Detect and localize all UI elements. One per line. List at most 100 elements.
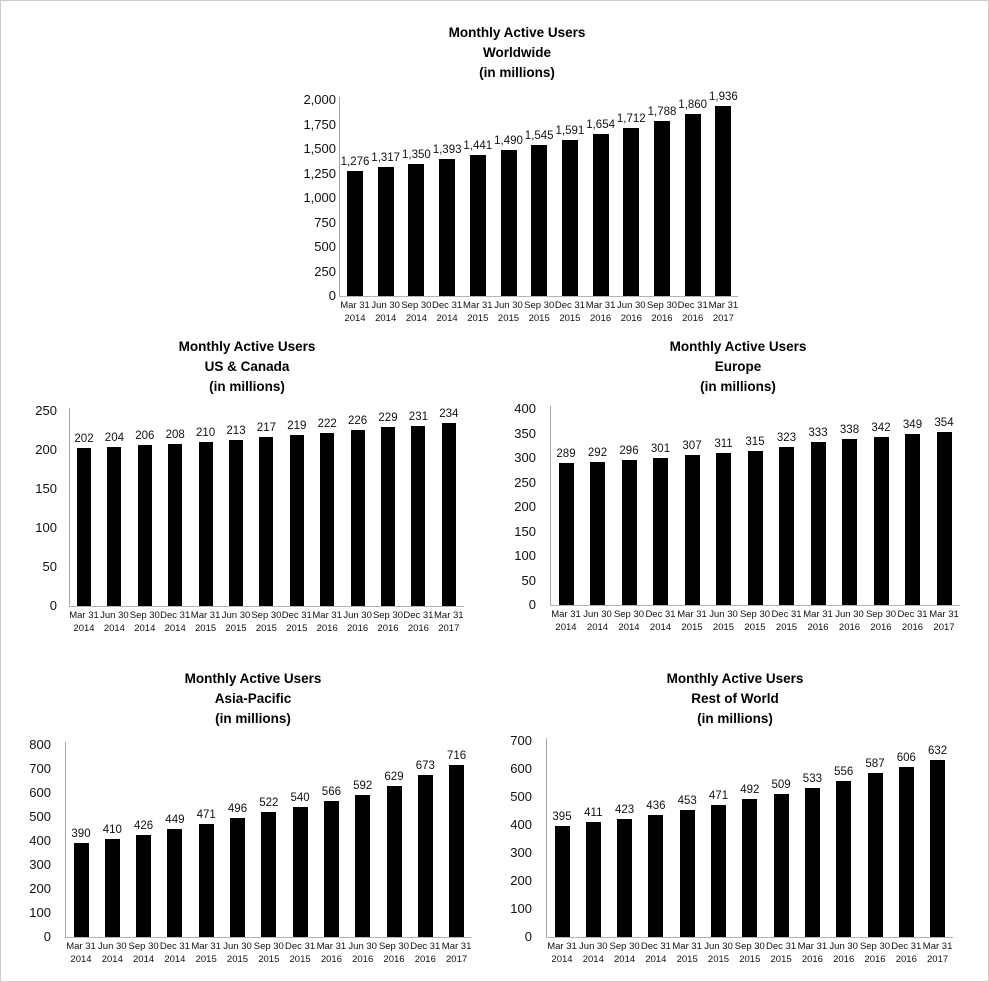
chart-title-line: (in millions)	[700, 379, 776, 394]
x-tick-label-date: Dec 31	[403, 610, 434, 621]
chart-title-line: Worldwide	[482, 45, 551, 60]
chart-title-line: Monthly Active Users	[184, 671, 322, 686]
y-tick-label: 350	[514, 425, 536, 441]
bar	[259, 437, 274, 606]
y-tick-label: 1,250	[303, 165, 336, 181]
x-tick-label-date: Dec 31	[281, 610, 312, 621]
x-tick-label-date: Jun 30	[583, 609, 612, 620]
x-tick-label-year: 2014	[436, 313, 458, 324]
bar-value-label: 301	[650, 443, 671, 455]
x-tick-label-year: 2015	[226, 954, 249, 965]
x-tick-label-date: Sep 30	[253, 941, 284, 952]
bar	[449, 765, 465, 937]
y-tick-label: 200	[29, 881, 51, 896]
bar	[742, 799, 758, 937]
bar-value-label: 592	[353, 780, 373, 792]
bar	[715, 106, 732, 296]
bar-value-label: 471	[196, 809, 216, 821]
x-tick-label-year: 2017	[712, 313, 734, 324]
x-tick-label-year: 2014	[164, 954, 186, 965]
x-tick-label-year: 2016	[407, 623, 429, 634]
y-tick-label: 750	[314, 214, 336, 230]
bar-value-label: 673	[415, 760, 435, 772]
chart-title-line: US & Canada	[204, 359, 290, 374]
bar	[417, 775, 433, 937]
bar	[292, 807, 308, 937]
bar-value-label: 206	[135, 430, 155, 442]
y-tick-label: 700	[29, 761, 51, 776]
bar-value-label: 349	[902, 419, 923, 431]
x-axis-line	[550, 605, 960, 606]
x-tick-label-date: Jun 30	[829, 941, 858, 952]
y-tick-label: 400	[29, 833, 51, 848]
x-axis-line	[546, 937, 953, 938]
x-tick-label-year: 2015	[681, 622, 703, 633]
bar-value-label: 323	[776, 432, 797, 444]
y-tick-label: 50	[521, 572, 536, 588]
bar-value-label: 395	[552, 811, 572, 823]
bar-value-label: 533	[802, 773, 822, 785]
x-tick-label-date: Sep 30	[251, 610, 282, 621]
x-tick-label-date: Mar 31	[929, 609, 959, 620]
x-tick-label-date: Mar 31	[797, 941, 828, 952]
x-tick-label-year: 2015	[195, 954, 217, 965]
x-tick-label-year: 2014	[614, 954, 636, 965]
bar	[198, 442, 213, 606]
chart-title: Monthly Active Users Europe (in millions…	[588, 337, 888, 397]
chart-title-line: (in millions)	[697, 711, 773, 726]
x-tick-label-date: Jun 30	[371, 300, 400, 311]
chart-title-line: Asia-Pacific	[214, 691, 292, 706]
chart-us-canada: Monthly Active Users US & Canada (in mil…	[11, 331, 481, 651]
bar	[842, 439, 857, 605]
bar	[168, 444, 183, 606]
x-tick-label-date: Jun 30	[348, 941, 377, 952]
x-tick-label-date: Mar 31	[551, 609, 581, 620]
x-tick-label-date: Mar 31	[803, 609, 833, 620]
chart-title: Monthly Active Users Worldwide (in milli…	[367, 23, 667, 83]
x-tick-label-year: 2015	[225, 623, 247, 634]
x-tick-label-date: Mar 31	[547, 941, 577, 952]
y-axis-line	[546, 738, 547, 937]
bar	[411, 426, 426, 606]
y-tick-label: 1,000	[303, 190, 336, 205]
bar-value-label: 234	[439, 408, 459, 420]
chart-title-line: Rest of World	[691, 691, 779, 706]
bar	[229, 440, 243, 606]
chart-title-line: Europe	[714, 359, 762, 374]
x-tick-label-date: Dec 31	[897, 609, 928, 620]
x-tick-label-year: 2014	[649, 622, 672, 633]
bar	[500, 150, 517, 296]
x-tick-label-year: 2015	[286, 623, 308, 634]
bar	[441, 423, 456, 606]
bar-value-label: 492	[740, 784, 760, 796]
x-tick-label-year: 2016	[833, 954, 855, 965]
x-axis-line	[65, 937, 472, 938]
bar	[898, 767, 914, 937]
x-tick-label-date: Dec 31	[432, 300, 463, 311]
bar	[104, 839, 120, 937]
x-tick-label-date: Dec 31	[160, 610, 191, 621]
y-tick-label: 500	[314, 239, 336, 254]
x-tick-label-year: 2015	[467, 313, 489, 324]
x-tick-label-date: Sep 30	[378, 941, 410, 952]
bar-value-label: 204	[104, 432, 124, 444]
x-tick-label-year: 2016	[895, 954, 917, 965]
x-tick-label-year: 2017	[933, 622, 955, 633]
bar-value-label: 1,317	[371, 152, 401, 164]
bar-value-label: 423	[615, 804, 635, 816]
bar	[320, 433, 335, 606]
bar-value-label: 1,591	[555, 125, 585, 137]
bar-value-label: 296	[619, 445, 639, 457]
y-tick-label: 100	[35, 520, 57, 535]
y-tick-label: 0	[528, 597, 536, 612]
x-tick-label-date: Sep 30	[734, 941, 765, 952]
bar-value-label: 219	[287, 420, 307, 432]
x-tick-label-date: Sep 30	[372, 610, 404, 621]
x-tick-label-date: Mar 31	[585, 300, 616, 311]
x-tick-label-date: Sep 30	[739, 609, 771, 620]
chart-title-line: Monthly Active Users	[178, 339, 316, 354]
x-tick-label-year: 2015	[739, 954, 761, 965]
y-tick-label: 0	[43, 929, 51, 944]
bar-value-label: 556	[834, 766, 854, 778]
